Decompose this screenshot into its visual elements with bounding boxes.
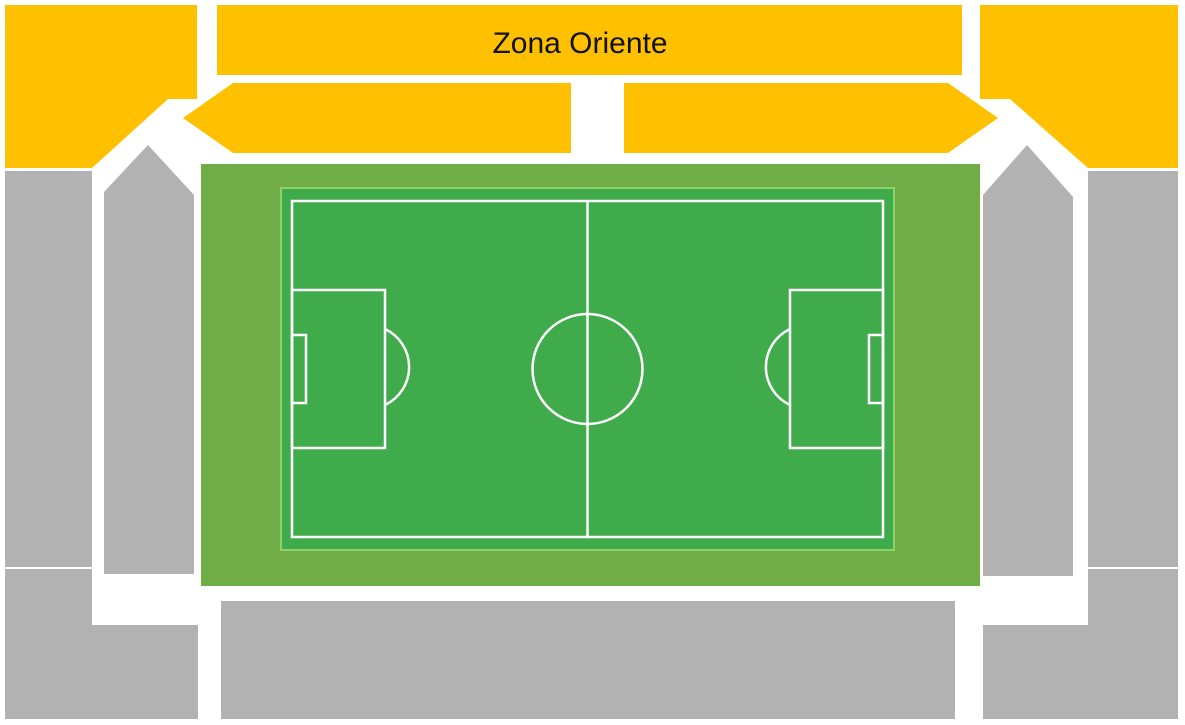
- penalty-arc-left: [384, 327, 411, 407]
- goal-area-left: [290, 333, 308, 405]
- center-circle: [531, 312, 644, 426]
- section-east-inner[interactable]: [983, 145, 1073, 576]
- section-west-outer[interactable]: [5, 171, 92, 567]
- section-corner-ne[interactable]: [980, 5, 1178, 168]
- section-oriente-main[interactable]: [217, 5, 962, 75]
- penalty-arc-right: [764, 327, 791, 407]
- section-corner-sw[interactable]: [5, 569, 198, 719]
- section-east-outer[interactable]: [1088, 171, 1178, 567]
- section-oriente-left[interactable]: [183, 83, 571, 153]
- section-corner-nw[interactable]: [5, 5, 197, 168]
- label-oriente-main: Zona Oriente: [492, 27, 667, 60]
- section-corner-se[interactable]: [983, 569, 1178, 719]
- section-oriente-right[interactable]: [624, 83, 998, 153]
- section-south-main[interactable]: [221, 601, 955, 719]
- section-west-inner[interactable]: [104, 145, 194, 574]
- pitch: [201, 164, 980, 586]
- goal-area-right: [867, 333, 885, 405]
- pitch-markings: [290, 199, 885, 539]
